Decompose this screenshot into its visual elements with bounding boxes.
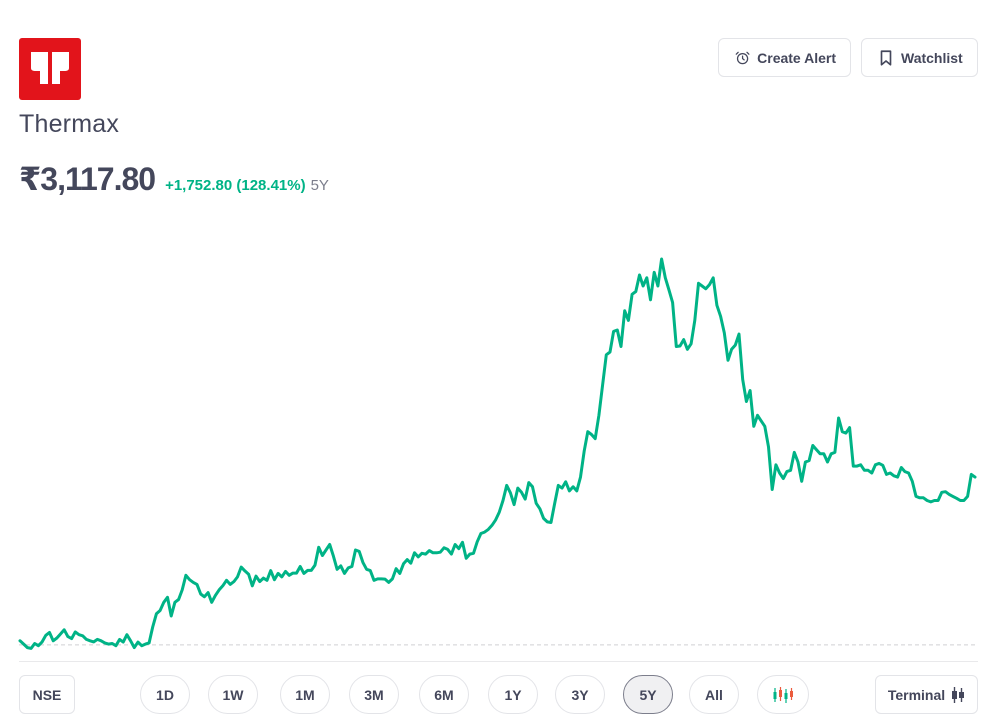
terminal-label: Terminal bbox=[887, 686, 946, 703]
alarm-clock-icon bbox=[735, 51, 750, 64]
range-button-3y[interactable]: 3Y bbox=[555, 675, 605, 714]
range-button-1d[interactable]: 1D bbox=[140, 675, 190, 714]
range-button-1y[interactable]: 1Y bbox=[488, 675, 538, 714]
range-button-all[interactable]: All bbox=[689, 675, 739, 714]
bookmark-icon bbox=[880, 49, 892, 66]
exchange-selector[interactable]: NSE bbox=[19, 675, 75, 714]
create-alert-button[interactable]: Create Alert bbox=[718, 38, 851, 77]
chart-divider bbox=[19, 661, 978, 662]
thermax-logo-icon bbox=[31, 52, 69, 84]
company-name: Thermax bbox=[19, 110, 120, 138]
candlestick-chart-icon bbox=[773, 686, 793, 703]
candlestick-icon bbox=[952, 686, 965, 703]
price-line bbox=[18, 257, 977, 650]
range-button-1m[interactable]: 1M bbox=[280, 675, 330, 714]
price-change: +1,752.80 (128.41%) bbox=[165, 177, 306, 194]
company-logo bbox=[19, 38, 81, 100]
watchlist-button[interactable]: Watchlist bbox=[861, 38, 978, 77]
change-period: 5Y bbox=[310, 177, 329, 194]
range-button-5y[interactable]: 5Y bbox=[623, 675, 673, 714]
range-button-3m[interactable]: 3M bbox=[349, 675, 399, 714]
price-chart[interactable] bbox=[0, 200, 994, 660]
price-row: ₹3,117.80 +1,752.80 (128.41%) 5Y bbox=[19, 160, 329, 200]
range-button-1w[interactable]: 1W bbox=[208, 675, 258, 714]
watchlist-label: Watchlist bbox=[901, 49, 963, 66]
range-button-6m[interactable]: 6M bbox=[419, 675, 469, 714]
candlestick-toggle-button[interactable] bbox=[757, 675, 809, 714]
create-alert-label: Create Alert bbox=[757, 49, 836, 66]
current-price: ₹3,117.80 bbox=[19, 161, 156, 197]
terminal-button[interactable]: Terminal bbox=[875, 675, 978, 714]
